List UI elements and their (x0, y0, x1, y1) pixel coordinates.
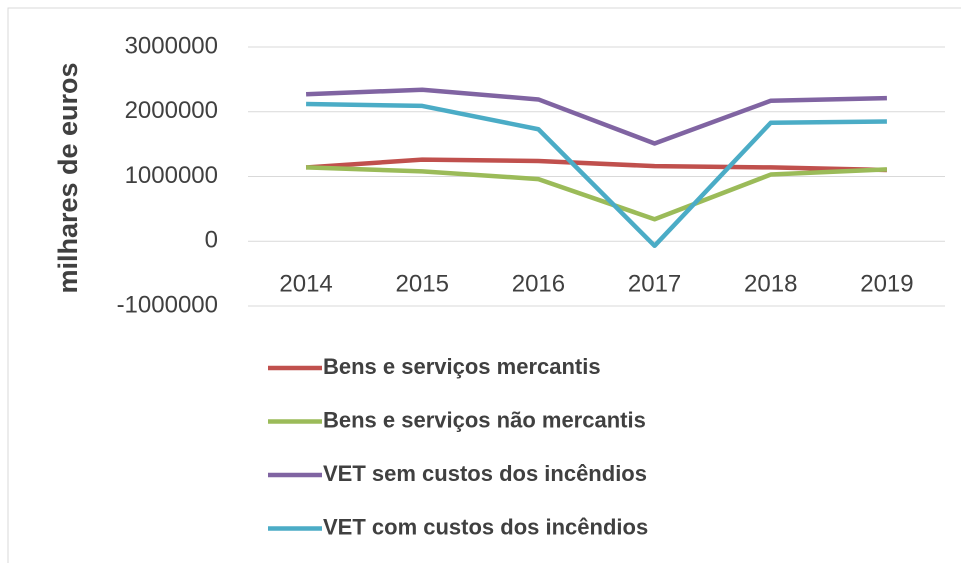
x-tick-label: 2018 (744, 271, 797, 298)
x-tick-label: 2016 (512, 271, 565, 298)
y-tick-label: 0 (205, 227, 218, 254)
y-tick-label: 3000000 (125, 32, 218, 59)
series-line (305, 157, 887, 173)
series-line (306, 165, 888, 222)
legend-label: Bens e serviços não mercantis (323, 407, 646, 432)
y-tick-label: 1000000 (125, 162, 218, 189)
legend-label: VET sem custos dos incêndios (323, 461, 647, 486)
legend-label: VET com custos dos incêndios (323, 514, 648, 539)
x-tick-label: 2015 (396, 271, 449, 298)
y-axis-label: milhares de euros (53, 62, 83, 293)
series-line (306, 101, 887, 249)
y-tick-label: 2000000 (125, 97, 218, 124)
series-line (305, 87, 887, 146)
legend-label: Bens e serviços mercantis (323, 354, 601, 379)
x-tick-label: 2014 (279, 271, 332, 298)
x-tick-label: 2019 (860, 271, 913, 298)
y-tick-label: -1000000 (117, 291, 218, 318)
chart-border (7, 7, 961, 563)
x-tick-label: 2017 (628, 271, 681, 298)
